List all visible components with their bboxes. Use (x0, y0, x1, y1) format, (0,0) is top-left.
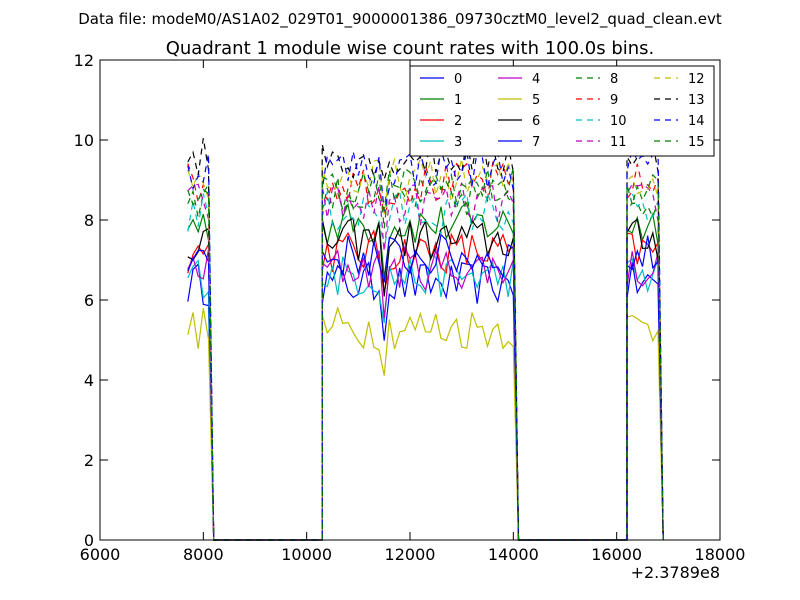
y-tick-label: 10 (74, 131, 94, 150)
legend-label-4: 4 (532, 72, 540, 87)
legend-label-9: 9 (610, 93, 618, 108)
series-line-11 (187, 182, 664, 541)
legend-label-3: 3 (454, 135, 462, 150)
legend-label-2: 2 (454, 114, 462, 129)
legend-label-11: 11 (610, 135, 627, 150)
x-tick-label: 8000 (183, 545, 224, 564)
series-line-14 (187, 146, 664, 541)
x-offset-label: +2.3789e8 (631, 563, 720, 582)
suptitle: Data file: modeM0/AS1A02_029T01_90000013… (78, 10, 722, 29)
x-tick-label: 10000 (281, 545, 332, 564)
y-tick-label: 6 (84, 291, 94, 310)
y-tick-label: 8 (84, 211, 94, 230)
plot-area (187, 134, 664, 541)
series-line-3 (187, 253, 664, 541)
legend-label-6: 6 (532, 114, 540, 129)
legend-label-8: 8 (610, 72, 618, 87)
legend-label-0: 0 (454, 72, 462, 87)
x-tick-label: 6000 (80, 545, 121, 564)
legend-label-12: 12 (688, 72, 705, 87)
x-tick-label: 18000 (695, 545, 746, 564)
legend-label-13: 13 (688, 93, 705, 108)
series-line-13 (187, 134, 664, 541)
legend-label-14: 14 (688, 114, 705, 129)
series-line-12 (187, 157, 664, 541)
series-line-0 (187, 260, 664, 541)
legend-label-1: 1 (454, 93, 462, 108)
series-line-1 (187, 201, 664, 541)
y-tick-label: 2 (84, 451, 94, 470)
chart-title: Quadrant 1 module wise count rates with … (166, 38, 655, 59)
x-tick-label: 12000 (385, 545, 436, 564)
legend-label-15: 15 (688, 135, 705, 150)
axis-ticks: 6000 8000 10000 12000 14000 16000 180000246810… (74, 51, 746, 564)
legend-label-7: 7 (532, 135, 540, 150)
series-line-15 (187, 167, 664, 541)
series-line-7 (187, 233, 664, 541)
x-tick-label: 16000 (591, 545, 642, 564)
series-line-2 (187, 229, 664, 541)
legend-label-10: 10 (610, 114, 627, 129)
y-tick-label: 4 (84, 371, 94, 390)
y-tick-label: 0 (84, 531, 94, 550)
legend-label-5: 5 (532, 93, 540, 108)
series-line-5 (187, 305, 664, 541)
series-line-8 (187, 172, 664, 541)
x-tick-label: 14000 (488, 545, 539, 564)
y-tick-label: 12 (74, 51, 94, 70)
legend-box (409, 65, 715, 157)
